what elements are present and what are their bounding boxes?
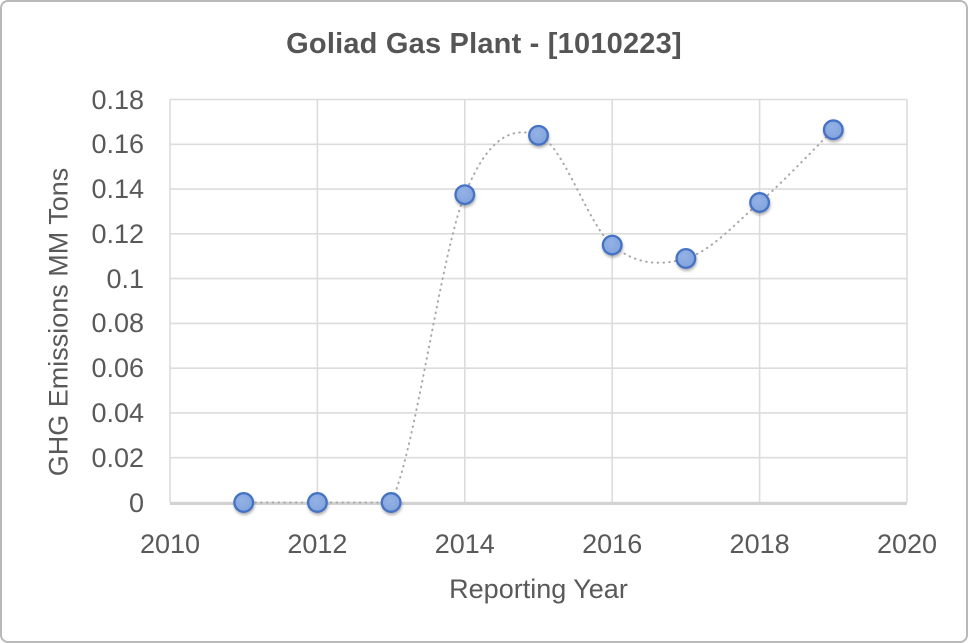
data-point-marker [749,192,771,213]
data-point-marker [528,124,549,146]
y-tick-label: 0.08 [91,308,144,339]
x-tick-label: 2010 [139,529,201,559]
data-point-marker [454,184,476,206]
x-tick-label: 2012 [287,529,348,559]
trend-dotted-line [242,128,835,504]
y-tick-label: 0.02 [91,442,144,473]
trend-line-path [242,128,835,504]
y-tick-label: 0.18 [91,84,144,115]
y-tick-label: 0.1 [106,263,144,294]
x-tick-label: 2018 [729,529,790,559]
x-tick-label: 2020 [876,529,938,559]
y-tick-label: 0.16 [91,129,144,160]
data-points [233,119,844,513]
x-tick-label: 2016 [582,529,643,559]
gridlines [169,98,908,504]
data-point-marker [822,119,844,141]
data-point-marker [233,492,255,513]
data-point-marker [601,234,623,256]
y-tick-label: 0 [128,487,144,518]
y-tick-label: 0.06 [91,353,144,384]
data-point-marker [380,492,402,513]
x-axis-title: Reporting Year [449,574,628,604]
data-point-marker [306,492,328,513]
data-point-marker [675,248,697,269]
y-tick-label: 0.14 [91,174,144,205]
x-tick-label: 2014 [434,529,495,559]
chart-title: Goliad Gas Plant - [1010223] [286,28,682,60]
y-tick-label: 0.12 [91,218,144,249]
y-tick-label: 0.04 [91,397,144,428]
